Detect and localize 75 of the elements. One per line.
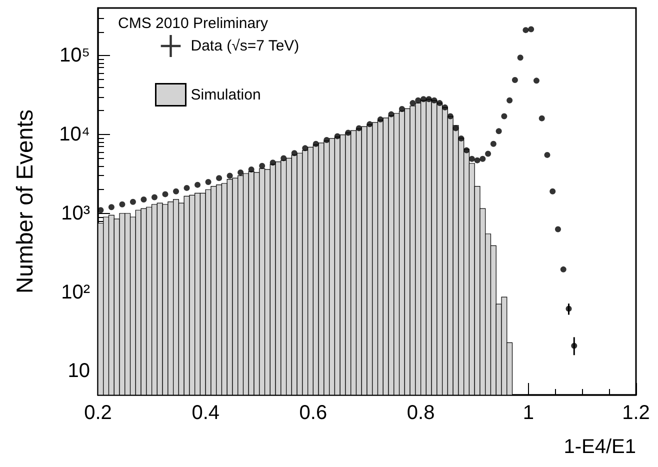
point [216,175,222,182]
point [426,96,432,102]
point [464,147,470,154]
point [312,140,319,147]
legend-label: Simulation [190,86,261,104]
x-tick-label: 0.4 [192,402,220,424]
point [452,125,459,132]
point [431,97,438,104]
point [194,182,201,188]
x-tick-label: 0.8 [406,402,435,424]
point [151,194,158,200]
point [226,172,233,179]
point [490,140,496,147]
x-tick-label: 1.2 [622,402,650,424]
point [238,169,244,176]
point [485,150,492,157]
point [270,160,276,166]
point [506,97,513,104]
x-tick-label: 0.6 [299,402,328,424]
y-tick-label: 10⁴ [59,123,90,146]
point [398,106,405,112]
point [324,137,330,144]
point [130,198,136,205]
point [554,226,561,232]
point [480,156,486,162]
point [415,97,422,104]
point [566,306,572,312]
point [388,111,394,118]
point [345,130,352,136]
point [366,121,373,128]
point [538,115,545,122]
point [420,96,426,102]
point [162,191,168,198]
point [119,201,126,208]
y-tick-label: 10³ [61,202,90,224]
point [550,188,556,194]
point [248,166,254,172]
point [501,113,508,120]
legend-label: Data (√s=7 TeV) [190,38,300,54]
point [280,155,287,162]
point [458,135,464,142]
point [496,128,502,134]
point [140,196,147,202]
point [410,100,416,106]
y-tick-label: 10⁵ [59,44,90,67]
point [468,156,475,162]
point [108,204,114,210]
point [259,162,266,169]
point [184,184,190,191]
y-axis-title: Number of Events [12,109,38,294]
legend-title: CMS 2010 Preliminary [118,15,269,32]
point [442,104,448,110]
y-tick-label: 10² [61,281,90,304]
point [517,54,524,61]
point [436,100,443,106]
point [447,113,454,120]
x-axis-title: 1-E4/E1 [564,436,636,458]
point [512,76,518,83]
point [302,145,308,152]
x-tick-label: 0.2 [84,402,112,424]
point [173,188,180,194]
point [474,157,480,164]
y-tick-label: 10 [68,360,90,382]
point [533,78,540,84]
point [205,178,212,185]
x-tick-label: 1 [522,402,534,424]
point [291,150,298,156]
point [571,342,578,349]
point [522,27,529,34]
point [334,133,340,140]
point [528,26,534,32]
point [356,125,362,132]
point [377,116,384,122]
point [560,266,566,272]
point [544,152,550,158]
